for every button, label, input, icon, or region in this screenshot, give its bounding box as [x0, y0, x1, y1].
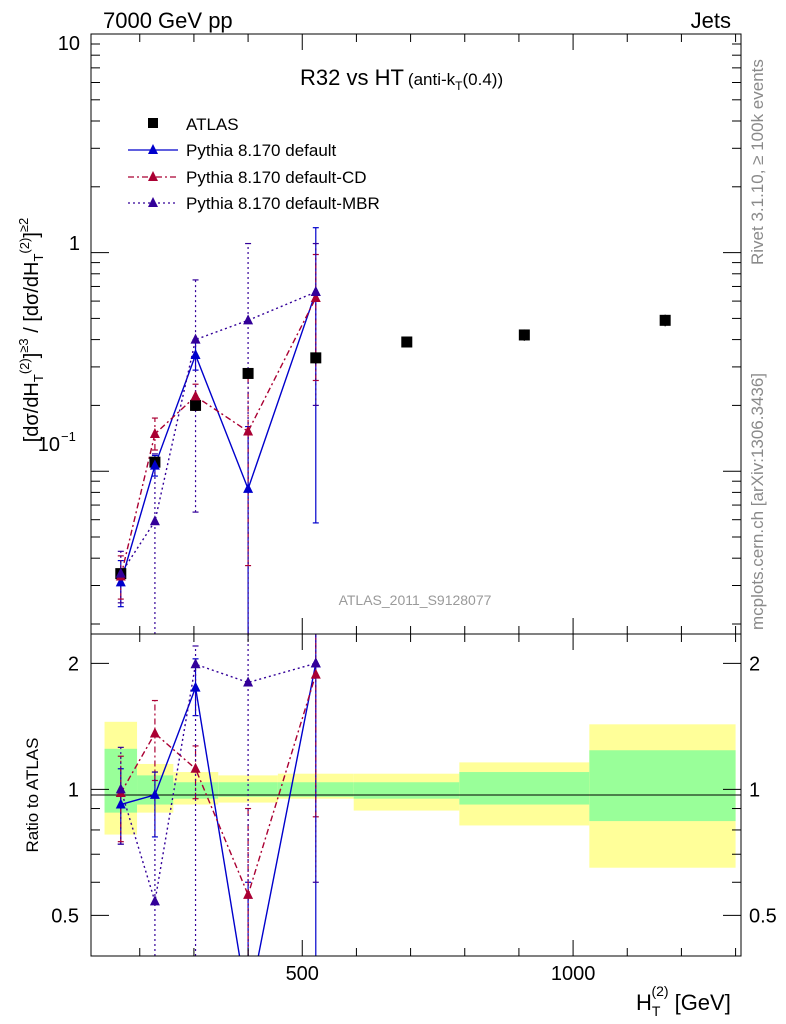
legend-entry-atlas: ATLAS	[148, 115, 239, 134]
chart-title-main: R32 vs HT	[300, 65, 404, 90]
chart-title-sub: (anti-k	[408, 70, 456, 89]
ytick-label-tenth-exponent: −1	[61, 429, 76, 444]
band-green	[589, 750, 736, 822]
chart-title: R32 vs HT (anti-kT(0.4))	[300, 65, 503, 93]
ratio-point-default	[243, 1002, 253, 1012]
main-point-cd	[190, 390, 201, 401]
ratio-point-mbr	[243, 676, 254, 687]
chart-title-sub-index: T	[455, 79, 463, 93]
ratio-line-mbr	[120, 662, 316, 902]
header-right: Jets	[691, 8, 731, 33]
ratio-ytick-label-left: 0.5	[51, 905, 79, 927]
ratio-ytick-label-left: 2	[68, 653, 79, 675]
ratio-xtick-label: 1000	[551, 963, 596, 985]
main-point-default	[115, 576, 126, 587]
legend-entry-mbr: Pythia 8.170 default-MBR	[128, 194, 380, 213]
main-point-mbr	[115, 567, 126, 578]
atlas-point	[518, 329, 530, 341]
band-green	[459, 772, 590, 805]
main-y-tick-labels: 10 1 10 −1	[38, 33, 80, 456]
atlas-point	[659, 314, 671, 326]
main-point-cd	[149, 427, 160, 438]
main-y-axis-label-text: [dσ/dHT(2)]≥3 / [dσ/dHT(2)]≥2	[16, 218, 46, 443]
main-point-default	[149, 459, 160, 470]
ratio-uncertainty-bands	[104, 721, 736, 868]
x-axis-label-unit: [GeV]	[675, 990, 731, 1015]
ytick-label-tenth: 10	[38, 434, 60, 456]
chart-title-sub-end: (0.4))	[463, 70, 504, 89]
main-line-cd	[120, 297, 317, 577]
x-axis-label-sub: T	[652, 1003, 661, 1019]
main-point-cd	[243, 425, 254, 436]
ratio-ytick-label-right: 2	[749, 653, 760, 675]
main-panel: 10 1 10 −1 [dσ/dHT(2)]≥3 / [dσ/dHT(2)]≥2…	[16, 33, 742, 635]
main-point-cd	[310, 291, 321, 302]
ratio-point-cd	[190, 762, 201, 773]
legend-marker-mbr	[148, 197, 158, 207]
legend: ATLAS Pythia 8.170 default Pythia 8.170 …	[128, 115, 380, 213]
mcplots-label: mcplots.cern.ch [arXiv:1306.3436]	[748, 373, 767, 630]
ratio-point-default	[149, 788, 160, 799]
main-point-default	[243, 482, 254, 493]
ratio-point-mbr	[190, 658, 201, 669]
main-line-mbr	[120, 291, 317, 575]
atlas-point	[242, 367, 254, 379]
main-point-mbr	[190, 333, 201, 344]
x-axis-label-var: H	[636, 990, 652, 1015]
ratio-point-cd	[310, 668, 321, 679]
legend-marker-default	[148, 144, 158, 154]
legend-entry-cd: Pythia 8.170 default-CD	[128, 168, 367, 187]
legend-marker-cd	[148, 171, 158, 181]
legend-label-default: Pythia 8.170 default	[186, 141, 337, 160]
legend-label-cd: Pythia 8.170 default-CD	[186, 168, 367, 187]
header-left: 7000 GeV pp	[103, 8, 233, 33]
legend-label-mbr: Pythia 8.170 default-MBR	[186, 194, 380, 213]
atlas-point	[190, 399, 202, 411]
ratio-ytick-label-left: 1	[68, 779, 79, 801]
ratio-ytick-label-right: 1	[749, 779, 760, 801]
ratio-line-default	[120, 663, 317, 956]
ratio-point-cd	[243, 888, 254, 899]
ytick-label-1: 1	[69, 233, 80, 255]
x-axis-label-sup: (2)	[651, 983, 668, 999]
main-point-default	[190, 349, 201, 360]
atlas-point	[401, 336, 413, 348]
legend-label-atlas: ATLAS	[186, 115, 239, 134]
ratio-point-cd	[149, 727, 160, 738]
ratio-frame	[90, 633, 742, 957]
band-green	[353, 782, 460, 799]
main-y-axis-label: [dσ/dHT(2)]≥3 / [dσ/dHT(2)]≥2	[16, 218, 46, 443]
x-axis-label: HT (2) [GeV]	[636, 983, 731, 1019]
ratio-axis-ticks	[91, 634, 741, 957]
main-point-mbr	[243, 314, 254, 325]
ratio-y-axis-label: Ratio to ATLAS	[23, 738, 42, 853]
ratio-tick-labels: 0.5 0.5 1 1 2 2 500 1000	[51, 653, 777, 985]
ratio-point-default	[115, 798, 126, 809]
main-point-mbr	[310, 286, 321, 297]
analysis-watermark: ATLAS_2011_S9128077	[339, 592, 492, 608]
ratio-point-default	[190, 681, 201, 692]
rivet-label: Rivet 3.1.10, ≥ 100k events	[748, 59, 767, 265]
legend-entry-default: Pythia 8.170 default	[128, 141, 337, 160]
main-point-mbr	[149, 515, 160, 526]
ratio-point-mbr	[149, 895, 160, 906]
main-data	[115, 227, 671, 634]
ratio-xtick-label: 500	[286, 963, 319, 985]
legend-marker-atlas	[148, 118, 158, 128]
ytick-label-10: 10	[58, 33, 80, 55]
ratio-point-mbr	[115, 783, 126, 794]
ratio-data	[115, 634, 321, 1012]
main-line-default	[120, 291, 317, 583]
ratio-ytick-label-right: 0.5	[749, 905, 777, 927]
atlas-point	[310, 352, 322, 364]
ratio-panel: 0.5 0.5 1 1 2 2 500 1000 Ratio to ATLAS HT (2) [G…	[23, 633, 777, 1019]
ratio-point-mbr	[310, 657, 321, 668]
